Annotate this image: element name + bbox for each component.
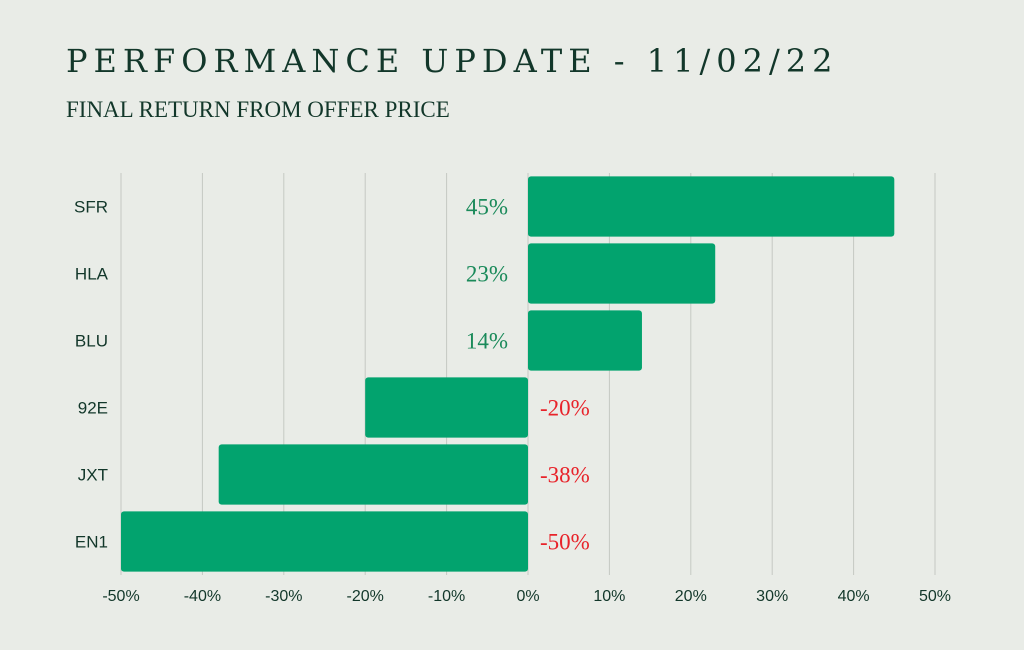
- x-tick-label-5: 0%: [516, 588, 539, 605]
- x-tick-label-0: -50%: [102, 588, 139, 605]
- chart-title: PERFORMANCE UPDATE - 11/02/22: [66, 42, 839, 80]
- x-tick-label-7: 20%: [675, 588, 707, 605]
- bar-sfr: [528, 176, 895, 237]
- category-label-blu: BLU: [75, 332, 108, 351]
- bar-92e: [365, 377, 528, 438]
- data-label-sfr: 45%: [466, 195, 508, 220]
- x-tick-label-9: 40%: [838, 588, 870, 605]
- category-label-92e: 92E: [78, 399, 108, 418]
- category-label-en1: EN1: [75, 533, 108, 552]
- data-label-jxt: -38%: [540, 463, 590, 488]
- data-label-en1: -50%: [540, 530, 590, 555]
- x-tick-label-3: -20%: [347, 588, 384, 605]
- category-label-sfr: SFR: [74, 198, 108, 217]
- x-tick-label-10: 50%: [919, 588, 951, 605]
- x-tick-label-1: -40%: [184, 588, 221, 605]
- data-label-blu: 14%: [466, 329, 508, 354]
- bar-hla: [528, 243, 716, 304]
- category-label-hla: HLA: [75, 265, 109, 284]
- bar-jxt: [218, 444, 528, 505]
- bar-blu: [528, 310, 642, 371]
- x-tick-label-8: 30%: [756, 588, 788, 605]
- x-tick-label-2: -30%: [265, 588, 302, 605]
- category-label-jxt: JXT: [78, 466, 108, 485]
- data-label-hla: 23%: [466, 262, 508, 287]
- bar-en1: [121, 511, 528, 572]
- x-tick-label-4: -10%: [428, 588, 465, 605]
- data-label-92e: -20%: [540, 396, 590, 421]
- x-tick-label-6: 10%: [593, 588, 625, 605]
- chart-subtitle: FINAL RETURN FROM OFFER PRICE: [66, 97, 450, 122]
